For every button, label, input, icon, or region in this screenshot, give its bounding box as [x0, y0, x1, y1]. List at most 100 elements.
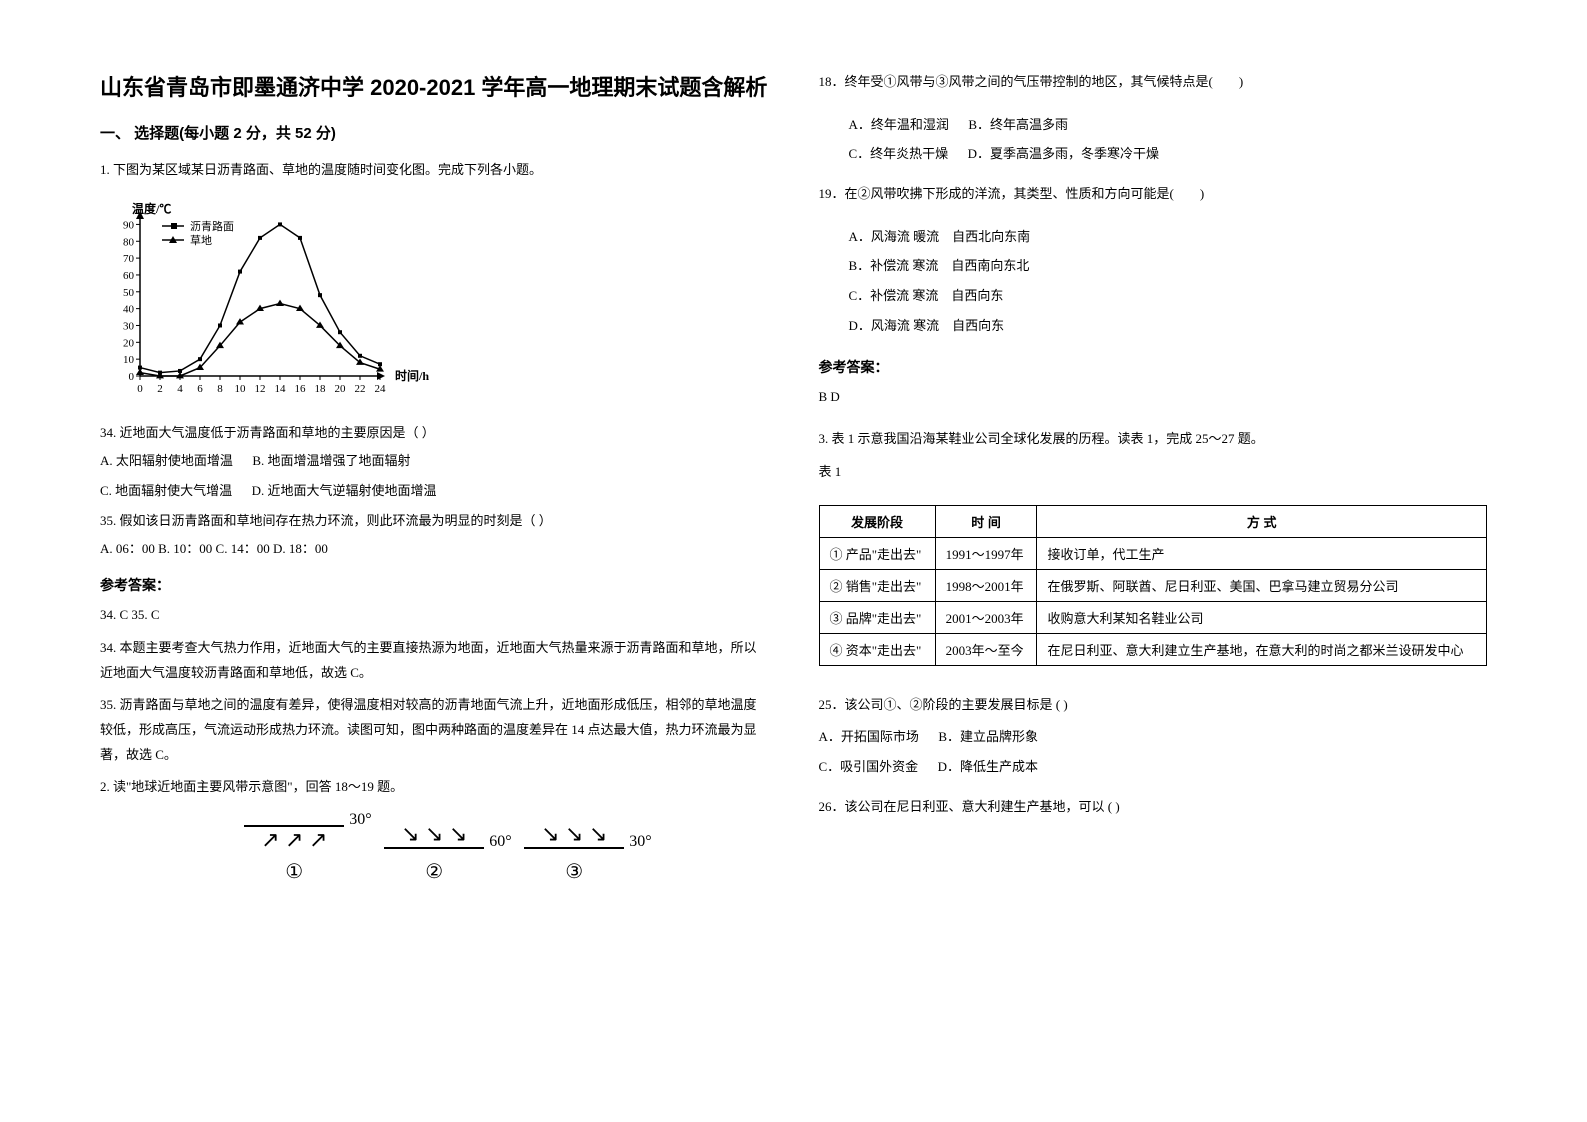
q25-a: A．开拓国际市场 — [819, 729, 919, 744]
page-title: 山东省青岛市即墨通济中学 2020-2021 学年高一地理期末试题含解析 — [100, 70, 769, 102]
q18-a: A．终年温和湿润 — [849, 117, 949, 132]
cell-number: ① — [285, 859, 303, 884]
q18-ab: A．终年温和湿润 B．终年高温多雨 — [849, 113, 1488, 138]
table-cell: ② 销售"走出去" — [819, 569, 935, 601]
q34-opts-ab: A. 太阳辐射使地面增温 B. 地面增温增强了地面辐射 — [100, 449, 769, 474]
svg-text:温度/℃: 温度/℃ — [132, 201, 171, 216]
q25-d: D．降低生产成本 — [938, 759, 1038, 774]
latitude-line: 30° — [244, 823, 344, 829]
q34-d: D. 近地面大气逆辐射使地面增温 — [252, 483, 437, 498]
table-header: 发展阶段 — [819, 505, 935, 537]
q34-b: B. 地面增温增强了地面辐射 — [252, 453, 410, 468]
table-cell: ③ 品牌"走出去" — [819, 601, 935, 633]
table-cell: 1998～2001年 — [935, 569, 1037, 601]
table-cell: 在尼日利亚、意大利建立生产基地，在意大利的时尚之都米兰设研发中心 — [1037, 633, 1487, 665]
q35-opts: A. 06：00 B. 10：00 C. 14：00 D. 18：00 — [100, 537, 769, 562]
table-cell: ① 产品"走出去" — [819, 537, 935, 569]
svg-text:18: 18 — [315, 383, 327, 395]
q25-ab: A．开拓国际市场 B．建立品牌形象 — [819, 725, 1488, 750]
svg-text:时间/h: 时间/h — [395, 368, 429, 383]
answer-2: B D — [819, 385, 1488, 410]
table-cell: 收购意大利某知名鞋业公司 — [1037, 601, 1487, 633]
wind-arrows: ↘ ↘ ↘ — [541, 823, 607, 845]
svg-text:24: 24 — [375, 383, 387, 395]
q18-c: C．终年炎热干燥 — [849, 146, 949, 161]
svg-text:90: 90 — [123, 219, 135, 231]
svg-text:8: 8 — [217, 383, 223, 395]
q18-b: B．终年高温多雨 — [968, 117, 1068, 132]
q19-d: D．风海流 寒流 自西向东 — [849, 314, 1488, 339]
left-column: 山东省青岛市即墨通济中学 2020-2021 学年高一地理期末试题含解析 一、 … — [100, 70, 769, 1052]
table-row: ② 销售"走出去"1998～2001年在俄罗斯、阿联酋、尼日利亚、美国、巴拿马建… — [819, 569, 1487, 601]
answer-1: 34. C 35. C — [100, 603, 769, 628]
svg-text:22: 22 — [355, 383, 366, 395]
answer-label-2: 参考答案： — [819, 357, 1488, 377]
table-cell: 接收订单，代工生产 — [1037, 537, 1487, 569]
answer-label-1: 参考答案： — [100, 575, 769, 595]
svg-text:16: 16 — [295, 383, 307, 395]
temperature-chart: 温度/℃010203040506070809002468101214161820… — [100, 201, 769, 406]
q18-cd: C．终年炎热干燥 D．夏季高温多雨，冬季寒冷干燥 — [849, 142, 1488, 167]
table-cell: ④ 资本"走出去" — [819, 633, 935, 665]
svg-text:草地: 草地 — [190, 234, 212, 247]
q35-text: 35. 假如该日沥青路面和草地间存在热力环流，则此环流最为明显的时刻是（ ） — [100, 509, 769, 534]
wind-arrows: ↘ ↘ ↘ — [401, 823, 467, 845]
chart-svg: 温度/℃010203040506070809002468101214161820… — [100, 201, 460, 406]
q18-d: D．夏季高温多雨，冬季寒冷干燥 — [968, 146, 1159, 161]
svg-text:70: 70 — [123, 253, 135, 265]
table-cell: 1991～1997年 — [935, 537, 1037, 569]
wind-arrows: ↗ ↗ ↗ — [261, 829, 327, 851]
svg-text:60: 60 — [123, 270, 135, 282]
q3-intro: 3. 表 1 示意我国沿海某鞋业公司全球化发展的历程。读表 1，完成 25～27… — [819, 427, 1488, 452]
svg-text:10: 10 — [235, 383, 247, 395]
exp34: 34. 本题主要考查大气热力作用，近地面大气的主要直接热源为地面，近地面大气热量… — [100, 636, 769, 685]
svg-text:0: 0 — [129, 371, 135, 383]
q34-text: 34. 近地面大气温度低于沥青路面和草地的主要原因是（ ） — [100, 421, 769, 446]
q34-a: A. 太阳辐射使地面增温 — [100, 453, 233, 468]
q19-b: B．补偿流 寒流 自西南向东北 — [849, 254, 1488, 279]
exp35: 35. 沥青路面与草地之间的温度有差异，使得温度相对较高的沥青地面气流上升，近地… — [100, 693, 769, 767]
q25-text: 25．该公司①、②阶段的主要发展目标是 ( ) — [819, 693, 1488, 718]
table-row: ① 产品"走出去"1991～1997年接收订单，代工生产 — [819, 537, 1487, 569]
wind-diagram: 30° ↗ ↗ ↗ ① ↘ ↘ ↘ 60° ② ↘ ↘ ↘ 30° ③ — [244, 823, 624, 884]
right-column: 18．终年受①风带与③风带之间的气压带控制的地区，其气候特点是( ) A．终年温… — [819, 70, 1488, 1052]
development-table: 发展阶段时 间方 式① 产品"走出去"1991～1997年接收订单，代工生产② … — [819, 505, 1488, 666]
svg-text:50: 50 — [123, 286, 135, 298]
q26-text: 26．该公司在尼日利亚、意大利建生产基地，可以 ( ) — [819, 795, 1488, 820]
svg-text:20: 20 — [335, 383, 347, 395]
q2-intro: 2. 读"地球近地面主要风带示意图"，回答 18～19 题。 — [100, 775, 769, 800]
svg-text:80: 80 — [123, 236, 135, 248]
svg-text:20: 20 — [123, 337, 135, 349]
svg-text:30: 30 — [123, 320, 135, 332]
svg-text:6: 6 — [197, 383, 203, 395]
table-header: 时 间 — [935, 505, 1037, 537]
svg-text:沥青路面: 沥青路面 — [190, 220, 234, 233]
q25-c: C．吸引国外资金 — [819, 759, 919, 774]
q25-cd: C．吸引国外资金 D．降低生产成本 — [819, 755, 1488, 780]
svg-text:2: 2 — [157, 383, 163, 395]
wind-cell: ↘ ↘ ↘ 30° ③ — [524, 823, 624, 884]
q34-opts-cd: C. 地面辐射使大气增温 D. 近地面大气逆辐射使地面增温 — [100, 479, 769, 504]
svg-text:12: 12 — [255, 383, 266, 395]
q34-c: C. 地面辐射使大气增温 — [100, 483, 232, 498]
svg-text:4: 4 — [177, 383, 183, 395]
svg-text:14: 14 — [275, 383, 287, 395]
svg-text:10: 10 — [123, 354, 135, 366]
q19-c: C．补偿流 寒流 自西向东 — [849, 284, 1488, 309]
svg-text:0: 0 — [137, 383, 143, 395]
wind-cell: 30° ↗ ↗ ↗ ① — [244, 823, 344, 884]
wind-cell: ↘ ↘ ↘ 60° ② — [384, 823, 484, 884]
latitude-line: 60° — [384, 845, 484, 851]
q25-b: B．建立品牌形象 — [938, 729, 1038, 744]
cell-number: ② — [425, 859, 443, 884]
latitude-line: 30° — [524, 845, 624, 851]
q18-text: 18．终年受①风带与③风带之间的气压带控制的地区，其气候特点是( ) — [819, 70, 1488, 95]
table-row: ④ 资本"走出去"2003年～至今在尼日利亚、意大利建立生产基地，在意大利的时尚… — [819, 633, 1487, 665]
table-header: 方 式 — [1037, 505, 1487, 537]
section-header: 一、 选择题(每小题 2 分，共 52 分) — [100, 122, 769, 143]
table-cell: 2001～2003年 — [935, 601, 1037, 633]
q19-text: 19．在②风带吹拂下形成的洋流，其类型、性质和方向可能是( ) — [819, 182, 1488, 207]
svg-text:40: 40 — [123, 303, 135, 315]
q19-a: A．风海流 暖流 自西北向东南 — [849, 225, 1488, 250]
table-row: ③ 品牌"走出去"2001～2003年收购意大利某知名鞋业公司 — [819, 601, 1487, 633]
